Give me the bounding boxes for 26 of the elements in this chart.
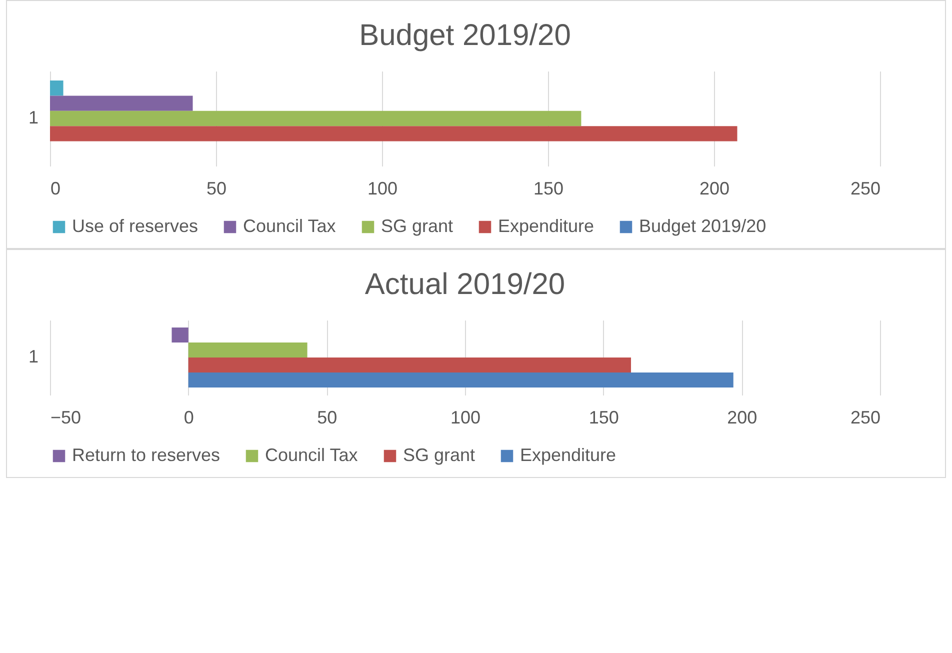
legend-label: Use of reserves xyxy=(72,216,198,236)
x-tick-label: 50 xyxy=(206,178,227,198)
legend-label: SG grant xyxy=(381,216,454,236)
x-tick-label: 0 xyxy=(184,408,194,428)
x-tick-label: 250 xyxy=(850,408,880,428)
x-tick-label: −50 xyxy=(50,408,82,428)
y-tick-label: 1 xyxy=(28,346,38,366)
x-tick-label: 0 xyxy=(50,178,61,198)
x-tick-label: 100 xyxy=(367,178,398,198)
legend-label: Council Tax xyxy=(265,445,358,465)
x-tick-label: 100 xyxy=(450,408,481,428)
x-tick-label: 200 xyxy=(699,178,730,198)
legend-label: Budget 2019/20 xyxy=(639,216,766,236)
legend-label: Expenditure xyxy=(520,445,616,465)
x-tick-label: 50 xyxy=(317,408,338,428)
chart-title: Actual 2019/20 xyxy=(364,268,566,301)
x-tick-label: 150 xyxy=(533,178,564,198)
chart-title: Budget 2019/20 xyxy=(359,19,571,52)
legend-label: Council Tax xyxy=(243,216,336,236)
legend-label: SG grant xyxy=(403,445,476,465)
x-tick-label: 150 xyxy=(588,408,619,428)
x-tick-label: 250 xyxy=(850,178,880,198)
legend-label: Expenditure xyxy=(498,216,594,236)
y-tick-label: 1 xyxy=(28,108,38,128)
legend-label: Return to reserves xyxy=(72,445,220,465)
x-tick-label: 200 xyxy=(727,408,758,428)
